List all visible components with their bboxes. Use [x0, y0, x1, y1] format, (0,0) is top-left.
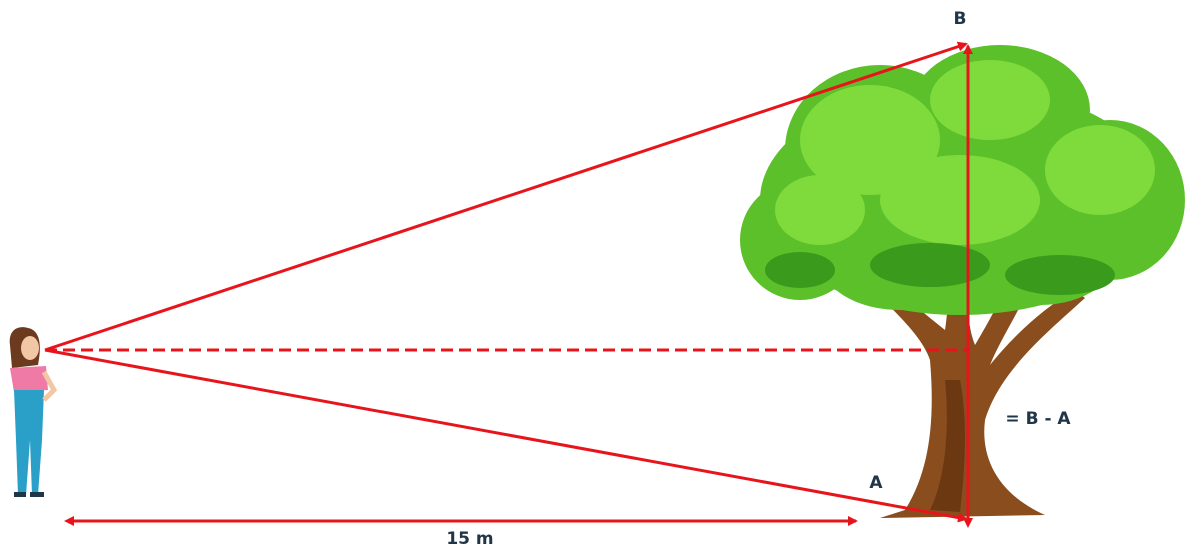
person: [10, 327, 54, 497]
diagram: B A = B - A 15 m: [0, 0, 1190, 550]
label-top: B: [954, 9, 967, 29]
tree: [740, 45, 1185, 518]
label-distance: 15 m: [446, 529, 493, 549]
label-height: = B - A: [1005, 409, 1071, 429]
line-to-bottom: [45, 350, 966, 519]
label-bottom: A: [869, 473, 883, 493]
